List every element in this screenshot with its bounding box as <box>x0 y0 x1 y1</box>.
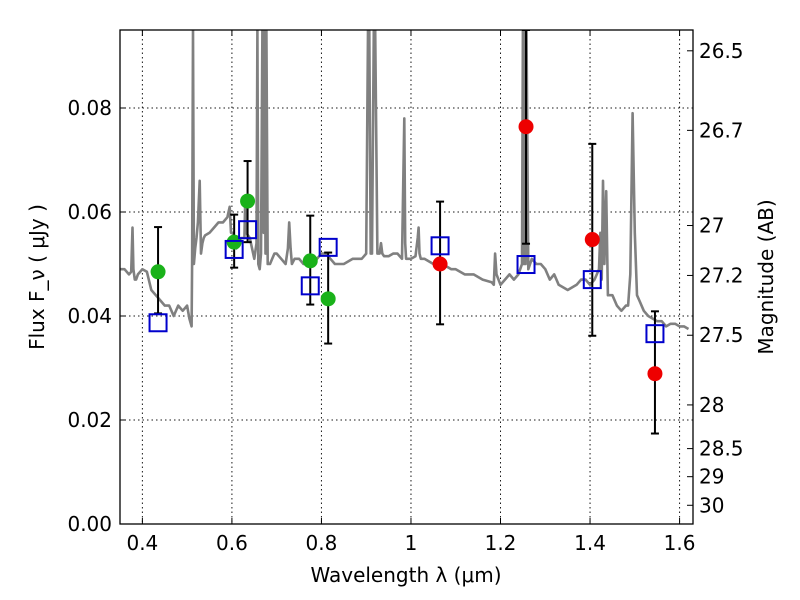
data-point <box>518 119 534 135</box>
right-tick-label: 28.5 <box>699 437 744 461</box>
y-axis-label: Flux F_ν ( μJy ) <box>25 204 49 350</box>
model-photometry-point <box>430 236 450 256</box>
x-tick-label: 0.4 <box>126 531 158 555</box>
y-tick-label: 0.02 <box>67 408 112 432</box>
x-tick-label: 1 <box>405 531 418 555</box>
model-photometry-point <box>224 239 244 259</box>
model-photometry-point <box>318 237 338 257</box>
x-tick-label: 1.4 <box>574 531 606 555</box>
y-tick-label: 0.00 <box>67 512 112 536</box>
right-axis-label: Magnitude (AB) <box>754 199 778 354</box>
y-tick-label: 0.04 <box>67 304 112 328</box>
right-tick-label: 28 <box>699 393 724 417</box>
plot-background <box>120 30 693 524</box>
y-tick-label: 0.06 <box>67 200 112 224</box>
data-point <box>302 253 318 269</box>
model-photometry-point <box>582 270 602 290</box>
right-tick-label: 27.2 <box>699 263 744 287</box>
data-point <box>226 234 242 250</box>
x-tick-label: 0.6 <box>216 531 248 555</box>
model-photometry-point <box>238 220 258 240</box>
right-axis-ticks: 26.5 26.7 27 27.2 27.5 28 28.5 29 30 <box>687 39 744 517</box>
y-axis-ticks: 0.00 0.02 0.04 0.06 0.08 <box>67 96 126 536</box>
right-tick-label: 27.5 <box>699 323 744 347</box>
data-point <box>150 264 166 280</box>
x-tick-label: 1.6 <box>664 531 696 555</box>
data-point <box>432 256 448 272</box>
model-photometry-point <box>645 324 665 344</box>
model-photometry-point <box>516 255 536 275</box>
right-tick-label: 29 <box>699 465 724 489</box>
data-point <box>584 232 600 248</box>
right-tick-label: 26.7 <box>699 118 744 142</box>
data-point <box>647 366 663 382</box>
right-tick-label: 26.5 <box>699 39 744 63</box>
x-axis-label: Wavelength λ (μm) <box>310 563 501 587</box>
model-photometry-point <box>300 276 320 296</box>
x-axis-ticks: 0.4 0.6 0.8 1 1.2 1.4 1.6 <box>126 30 695 555</box>
right-tick-label: 30 <box>699 493 724 517</box>
model-photometry-point <box>148 313 168 333</box>
y-tick-label: 0.08 <box>67 96 112 120</box>
model-spectrum-line <box>120 30 690 331</box>
plot-frame <box>119 29 694 525</box>
data-point <box>320 291 336 307</box>
x-tick-label: 0.8 <box>306 531 338 555</box>
model-spectrum <box>120 30 690 331</box>
data-point <box>240 193 256 209</box>
right-tick-label: 27 <box>699 214 724 238</box>
data-markers <box>148 119 665 382</box>
x-tick-label: 1.2 <box>485 531 517 555</box>
